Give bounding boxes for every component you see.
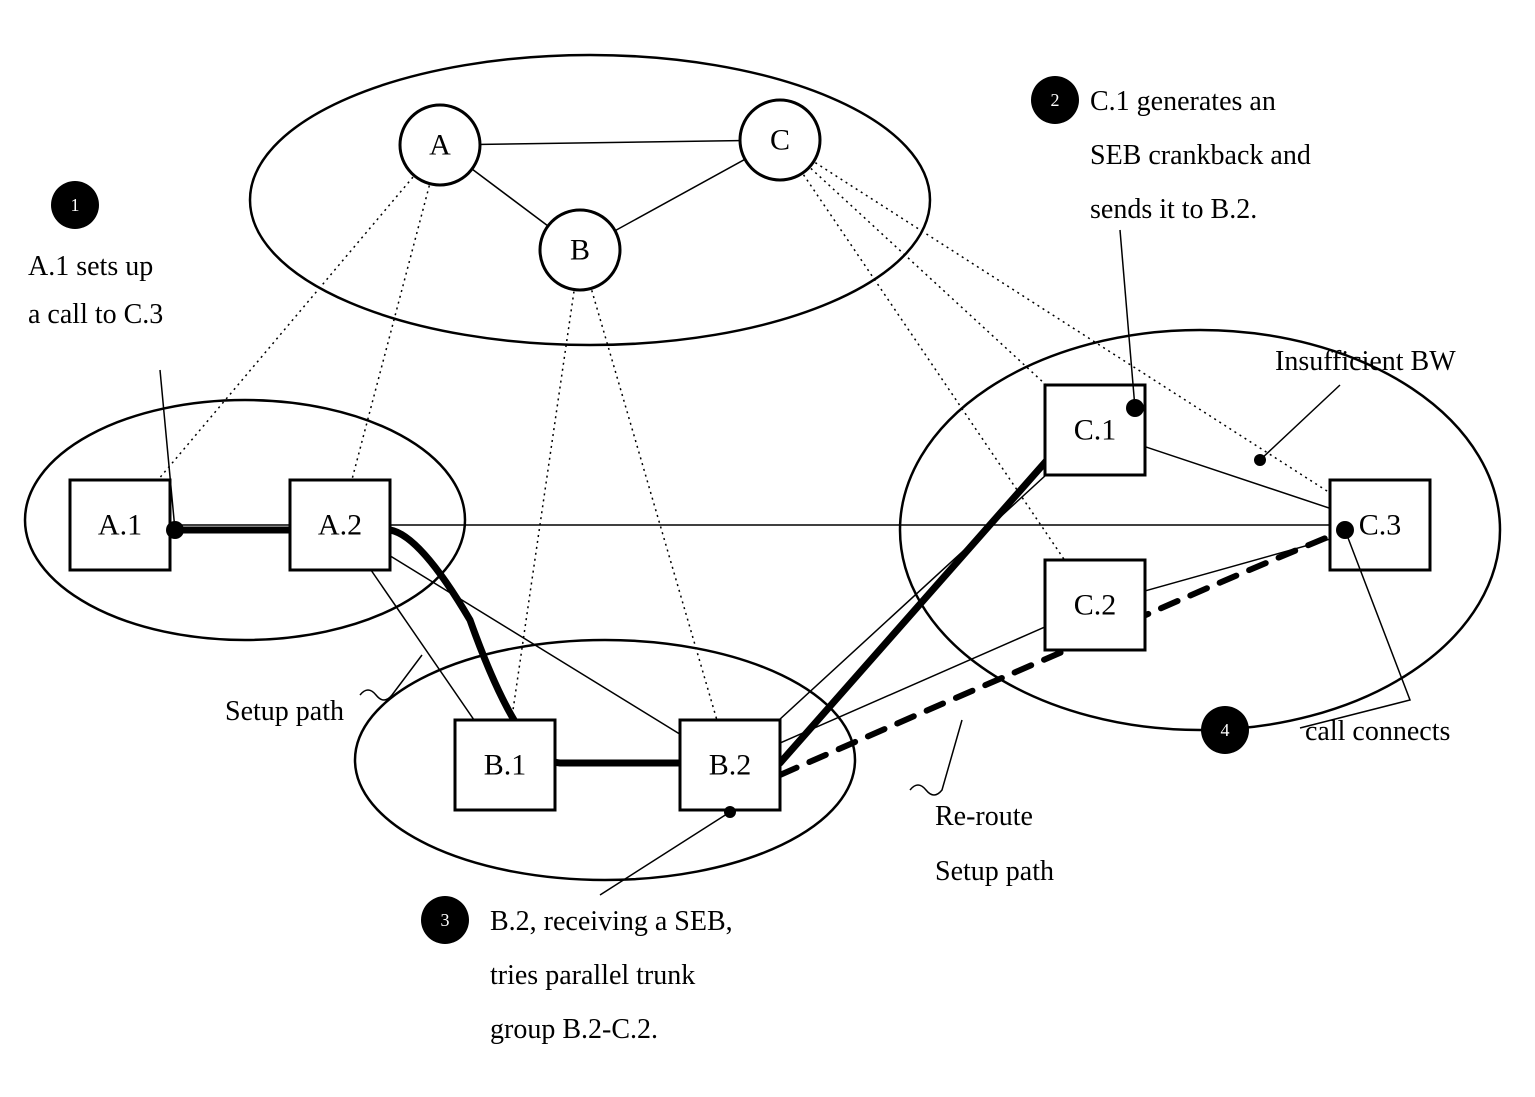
step-number-1: 1 — [71, 195, 80, 215]
callout-line-1 — [1120, 230, 1135, 408]
label-setup_path: Setup path — [225, 696, 344, 727]
abstraction-link-B-B2 — [580, 250, 730, 765]
step-text-1-line1: a call to C.3 — [28, 299, 163, 330]
step-number-3: 3 — [441, 910, 450, 930]
switch-label-A1: A.1 — [98, 509, 142, 542]
top-node-label-C: C — [770, 124, 790, 157]
step-text-2-line1: SEB crankback and — [1090, 140, 1311, 171]
network-diagram: A B C A.1 A.2 B.1 B.2 C.1 C.2 C.3 1 A.1 sets up a ca… — [0, 0, 1535, 1097]
label-reroute2: Setup path — [935, 856, 1054, 887]
switch-label-C1: C.1 — [1074, 414, 1117, 447]
top-node-label-B: B — [570, 234, 590, 267]
wavy-pointer-1 — [910, 720, 962, 795]
switch-label-B1: B.1 — [484, 749, 527, 782]
abstraction-link-A-A1 — [120, 145, 440, 525]
top-edge-A-C — [440, 140, 780, 145]
switch-label-A2: A.2 — [318, 509, 362, 542]
top-node-label-A: A — [429, 129, 451, 162]
step-number-4: 4 — [1221, 720, 1230, 740]
switch-label-C3: C.3 — [1359, 509, 1402, 542]
step-text-3-line2: group B.2-C.2. — [490, 1014, 658, 1045]
link-B2-C2 — [730, 605, 1095, 765]
wavy-pointer-0 — [360, 655, 422, 700]
step-text-1-line0: A.1 sets up — [28, 251, 153, 282]
switch-label-C2: C.2 — [1074, 589, 1117, 622]
step-text-2-line2: sends it to B.2. — [1090, 194, 1257, 225]
step-text-2-line0: C.1 generates an — [1090, 86, 1276, 117]
step-text-4-line0: call connects — [1305, 716, 1450, 747]
abstraction-link-C-C2 — [780, 140, 1095, 605]
step-text-3-line1: tries parallel trunk — [490, 960, 695, 991]
callout-line-4 — [1260, 385, 1340, 460]
step-number-2: 2 — [1051, 90, 1060, 110]
abstraction-link-B-B1 — [505, 250, 580, 765]
abstraction-link-A-A2 — [340, 145, 440, 525]
label-insufficient_bw: Insufficient BW — [1275, 346, 1456, 377]
label-reroute1: Re-route — [935, 801, 1033, 832]
step-text-3-line0: B.2, receiving a SEB, — [490, 906, 733, 937]
callout-line-2 — [600, 812, 730, 895]
top-group-ellipse — [250, 55, 930, 345]
switch-label-B2: B.2 — [709, 749, 752, 782]
